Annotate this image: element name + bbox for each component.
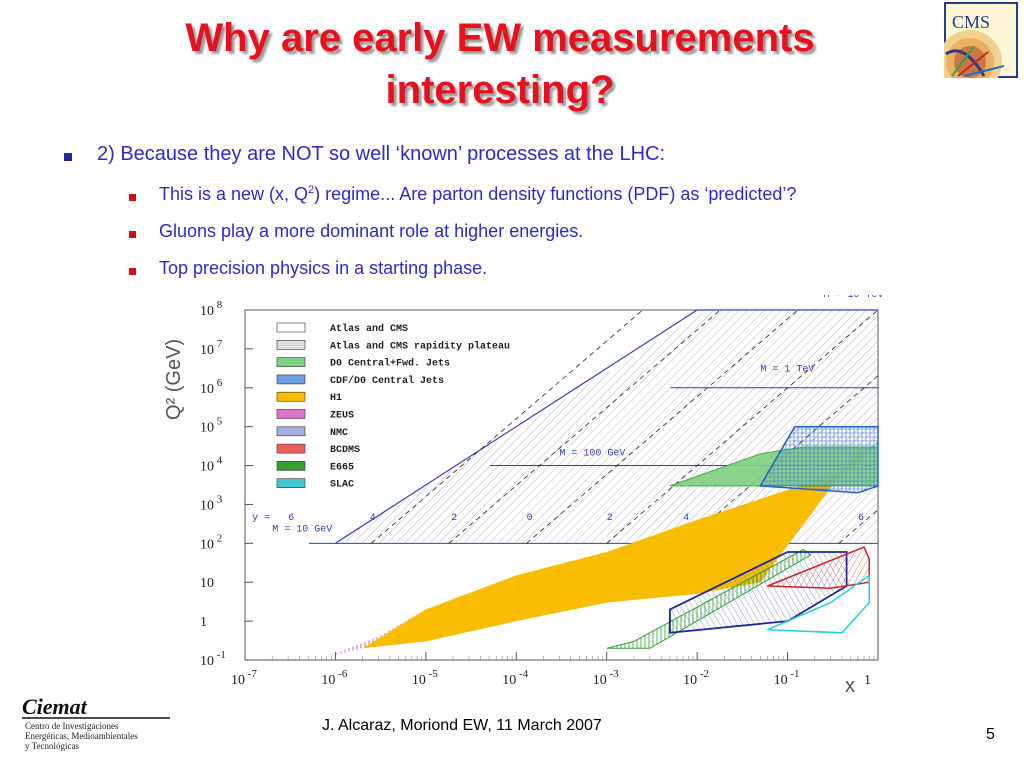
cms-logo: CMS: [944, 2, 1018, 78]
sub-bullet-marker: [129, 268, 136, 275]
rapidity-line: [526, 309, 799, 544]
ciemat-line-2: Energéticas, Medioambientales: [25, 731, 138, 741]
x-tick-label: 10 -3: [593, 668, 619, 688]
rapidity-label: 2: [451, 513, 457, 524]
y-tick-label: 10 8: [200, 299, 223, 319]
sub-bullet-1: This is a new (x, Q2) regime... Are part…: [159, 184, 797, 204]
legend-label: ZEUS: [330, 411, 354, 422]
legend-swatch: [276, 374, 306, 385]
sub-bullet-2: Gluons play a more dominant role at high…: [159, 221, 584, 241]
y-tick-label: 10 4: [200, 455, 223, 475]
sub-bullet-3: Top precision physics in a starting phas…: [159, 258, 488, 278]
x-tick-label: 1: [864, 673, 871, 688]
legend-label: E665: [330, 462, 354, 473]
y-tick-label: 10 7: [200, 338, 223, 358]
rapidity-line: [371, 309, 643, 544]
bullet-list: 2) Because they are NOT so well ‘known’ …: [0, 0, 1024, 300]
ciemat-line-1: Centro de Investigaciones: [25, 721, 119, 731]
mass-label: M = 1 TeV: [760, 365, 814, 376]
legend-label: Atlas and CMS: [330, 323, 408, 335]
sub-bullet-marker: [129, 231, 136, 238]
x-tick-label: 10 -4: [502, 668, 528, 688]
rapidity-label: 0: [527, 513, 533, 524]
legend-swatch: [276, 339, 306, 350]
legend-swatch: [276, 409, 306, 419]
rapidity-label: 2: [607, 513, 613, 524]
mass-label: M = 10 GeV: [272, 524, 332, 535]
bullet-main: 2) Because they are NOT so well ‘known’ …: [97, 143, 666, 165]
ciemat-logo: Ciemat: [22, 694, 170, 719]
h1-region: [362, 447, 862, 649]
mass-label: M = 100 GeV: [559, 449, 625, 460]
rapidity-label: 6: [288, 513, 294, 524]
slide-title: Why are early EW measurements interestin…: [40, 12, 960, 116]
x-tick-label: 10 -2: [683, 668, 709, 688]
rapidity-line: [606, 309, 879, 544]
cms-logo-text: CMS: [952, 12, 990, 32]
y-tick-label: 10 6: [200, 377, 223, 397]
cdf-d0-jets-region: [759, 425, 879, 494]
x-tick-label: 10 -7: [231, 668, 257, 688]
y-tick-label: 10 5: [200, 416, 223, 436]
legend-label: Atlas and CMS rapidity plateau: [330, 340, 510, 352]
legend-swatch: [276, 443, 306, 454]
footer-text: J. Alcaraz, Moriond EW, 11 March 2007: [322, 717, 602, 734]
rapidity-label: 4: [683, 513, 689, 524]
y-tick-label: 1: [200, 615, 207, 630]
slac-region: [767, 573, 870, 634]
bullet-marker: [64, 153, 72, 161]
sub-bullet-marker: [129, 194, 136, 201]
legend-swatch: [276, 357, 306, 367]
legend-label: SLAC: [330, 480, 354, 491]
y-tick-label: 10 -1: [200, 649, 226, 669]
y-tick-label: 10 2: [200, 532, 222, 552]
ciemat-logo-text: Ciemat: [22, 694, 88, 719]
bcdms-region: [767, 546, 870, 589]
legend-swatch: [276, 426, 306, 437]
legend-label: BCDMS: [330, 445, 360, 456]
x-tick-label: 10 -1: [774, 668, 800, 688]
y-tick-label: 10 3: [200, 493, 223, 513]
page-number: 5: [986, 726, 995, 743]
legend-swatch: [276, 461, 306, 471]
x-tick-label: 10 -5: [412, 668, 438, 688]
legend-label: D0 Central+Fwd. Jets: [330, 358, 450, 370]
legend-label: NMC: [330, 428, 348, 439]
mass-label: M = 10 TeV: [824, 295, 884, 301]
lhc-envelope-line: [335, 309, 878, 544]
rapidity-label: 4: [370, 513, 376, 524]
rapidity-label: 6: [858, 513, 864, 524]
y-tick-label: 10: [200, 576, 214, 591]
title-line-2: interesting?: [385, 68, 615, 112]
legend-swatch: [276, 391, 306, 402]
legend-label: H1: [330, 393, 342, 404]
x-axis-label: x: [845, 675, 855, 697]
legend-swatch: [276, 322, 306, 333]
x-tick-label: 10 -6: [321, 668, 347, 688]
rapidity-label: y =: [252, 513, 270, 524]
rapidity-line: [448, 309, 721, 544]
kinematic-plane-chart: Atlas and CMS Atlas and CMS rapidity plat…: [200, 295, 884, 688]
legend-swatch: [276, 478, 306, 488]
ciemat-caption: Centro de Investigaciones Energéticas, M…: [25, 721, 138, 751]
legend-label: CDF/D0 Central Jets: [330, 375, 444, 387]
title-line-1: Why are early EW measurements: [185, 16, 815, 60]
ciemat-line-3: y Tecnológicas: [25, 741, 79, 751]
